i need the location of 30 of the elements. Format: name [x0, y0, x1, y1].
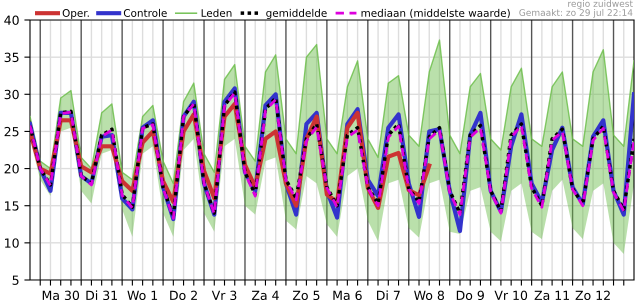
x-tick-label: Do 2 [170, 290, 197, 300]
x-tick-label: Zo 5 [292, 290, 320, 300]
y-tick-label: 30 [4, 90, 19, 100]
x-tick-label: Vr 3 [212, 290, 236, 300]
y-tick-label: 35 [4, 52, 18, 62]
x-tick-label: Ma 6 [333, 290, 362, 300]
legend-label: Controle [124, 8, 167, 17]
x-tick-label: Wo 8 [414, 290, 444, 300]
line-series [30, 39, 634, 184]
legend-label: Oper. [62, 9, 89, 19]
y-tick-label: 15 [5, 201, 18, 211]
x-tick-label: Di 7 [377, 290, 400, 300]
y-tick-label: 10 [5, 238, 19, 248]
x-tick-label: Zo 12 [576, 290, 610, 300]
x-tick-label: Za 11 [534, 290, 569, 300]
y-tick-label: 5 [12, 276, 18, 285]
legend-label: Leden [202, 8, 232, 17]
x-tick-label: Za 4 [252, 290, 279, 300]
x-tick-label: Ma 30 [42, 290, 80, 300]
x-tick-label: Vr 10 [494, 290, 528, 300]
legend-label: gemiddelde [266, 8, 327, 19]
text: regio zuidwest [568, 0, 633, 9]
x-tick-label: Do 9 [456, 290, 484, 300]
y-tick-label: 25 [4, 126, 18, 136]
legend-label: mediaan (middelste waarde) [362, 8, 510, 18]
y-tick-label: 20 [4, 164, 19, 174]
x-tick-label: Di 31 [86, 290, 117, 300]
y-tick-label: 40 [4, 15, 19, 25]
x-tick-label: Wo 1 [127, 290, 158, 300]
text: Gemaakt: zo 29 jul 22:14 [519, 9, 632, 18]
